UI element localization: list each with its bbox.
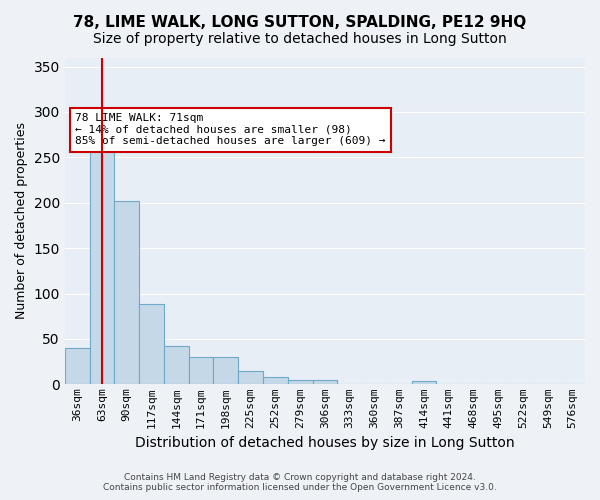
Bar xyxy=(214,357,238,384)
X-axis label: Distribution of detached houses by size in Long Sutton: Distribution of detached houses by size … xyxy=(135,436,515,450)
Bar xyxy=(313,380,337,384)
Bar xyxy=(139,304,164,384)
Bar xyxy=(188,357,214,384)
Bar xyxy=(263,377,288,384)
Text: Size of property relative to detached houses in Long Sutton: Size of property relative to detached ho… xyxy=(93,32,507,46)
Y-axis label: Number of detached properties: Number of detached properties xyxy=(15,122,28,320)
Text: 78, LIME WALK, LONG SUTTON, SPALDING, PE12 9HQ: 78, LIME WALK, LONG SUTTON, SPALDING, PE… xyxy=(73,15,527,30)
Text: Contains HM Land Registry data © Crown copyright and database right 2024.
Contai: Contains HM Land Registry data © Crown c… xyxy=(103,473,497,492)
Bar xyxy=(288,380,313,384)
Bar xyxy=(164,346,188,385)
Bar xyxy=(238,371,263,384)
Text: 78 LIME WALK: 71sqm
← 14% of detached houses are smaller (98)
85% of semi-detach: 78 LIME WALK: 71sqm ← 14% of detached ho… xyxy=(75,113,386,146)
Bar xyxy=(412,381,436,384)
Bar xyxy=(65,348,89,385)
Bar xyxy=(115,201,139,384)
Bar xyxy=(89,121,115,384)
